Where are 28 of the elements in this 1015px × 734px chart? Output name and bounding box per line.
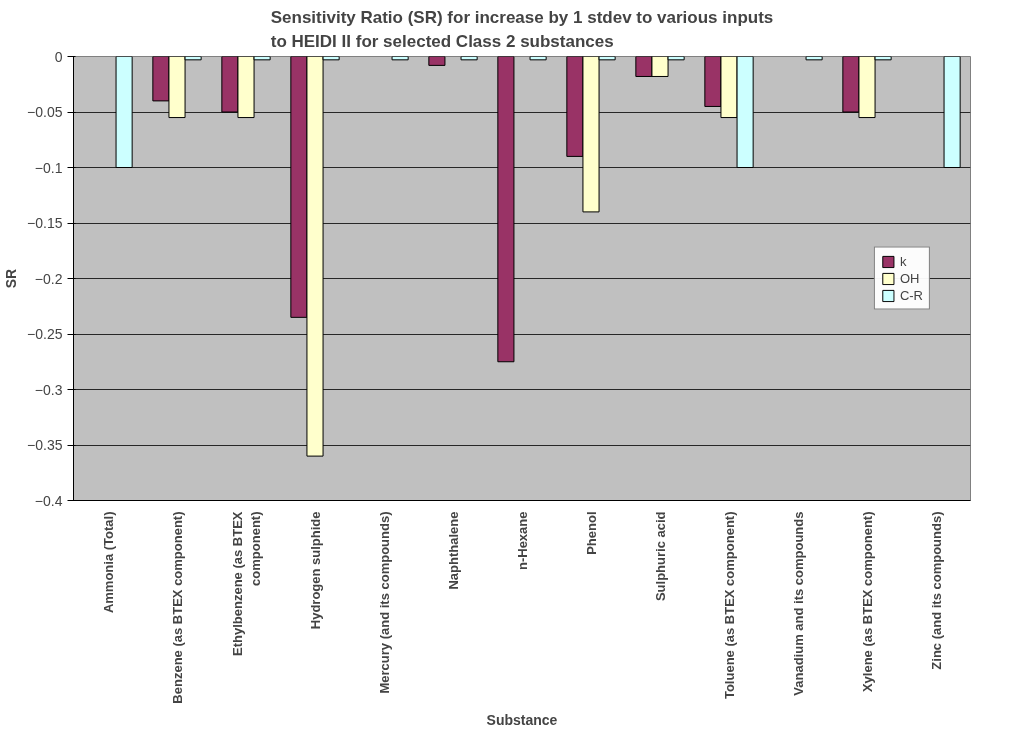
y-tick-label: −0.25	[27, 326, 63, 342]
x-tick-label: n-Hexane	[514, 511, 530, 571]
x-tick-label: Benzene (as BTEX component)	[169, 511, 185, 704]
x-tick-label: Hydrogen sulphide	[307, 511, 323, 630]
x-tick-label: Vanadium and its compounds	[790, 511, 806, 696]
chart-title: Sensitivity Ratio (SR) for increase by 1 stdev to various inputs to HEIDI II for selected Class 2 substances	[270, 7, 774, 52]
x-tick-label: Zinc (and its compounds)	[928, 511, 944, 670]
x-axis-title: Substance	[486, 711, 558, 728]
x-tick-label: Sulphuric acid	[652, 511, 668, 602]
y-tick-label: 0	[54, 48, 63, 65]
y-tick-label: −0.2	[34, 270, 63, 287]
y-tick-label: −0.3	[34, 381, 63, 398]
x-tick-label: Naphthalene	[445, 511, 461, 590]
y-tick-label: −0.05	[27, 104, 63, 120]
y-tick-label: −0.15	[27, 215, 63, 231]
x-tick-label: Phenol	[583, 511, 599, 555]
legend-label: C-R	[899, 287, 923, 303]
y-tick-label: −0.4	[34, 492, 63, 509]
x-tick-label: Toluene (as BTEX component)	[721, 511, 737, 700]
x-tick-label: Mercury (and its compounds)	[376, 511, 392, 694]
x-tick-label: Ethylbenzene (as BTEX component)	[229, 511, 263, 656]
x-tick-label: Xylene (as BTEX component)	[859, 511, 875, 693]
y-axis-title: SR	[3, 268, 20, 289]
x-tick-label: Ammonia (Total)	[100, 511, 116, 614]
y-tick-label: −0.1	[34, 159, 63, 176]
y-tick-label: −0.35	[27, 437, 63, 453]
legend-label: OH	[899, 270, 920, 286]
legend-label: k	[899, 253, 908, 269]
